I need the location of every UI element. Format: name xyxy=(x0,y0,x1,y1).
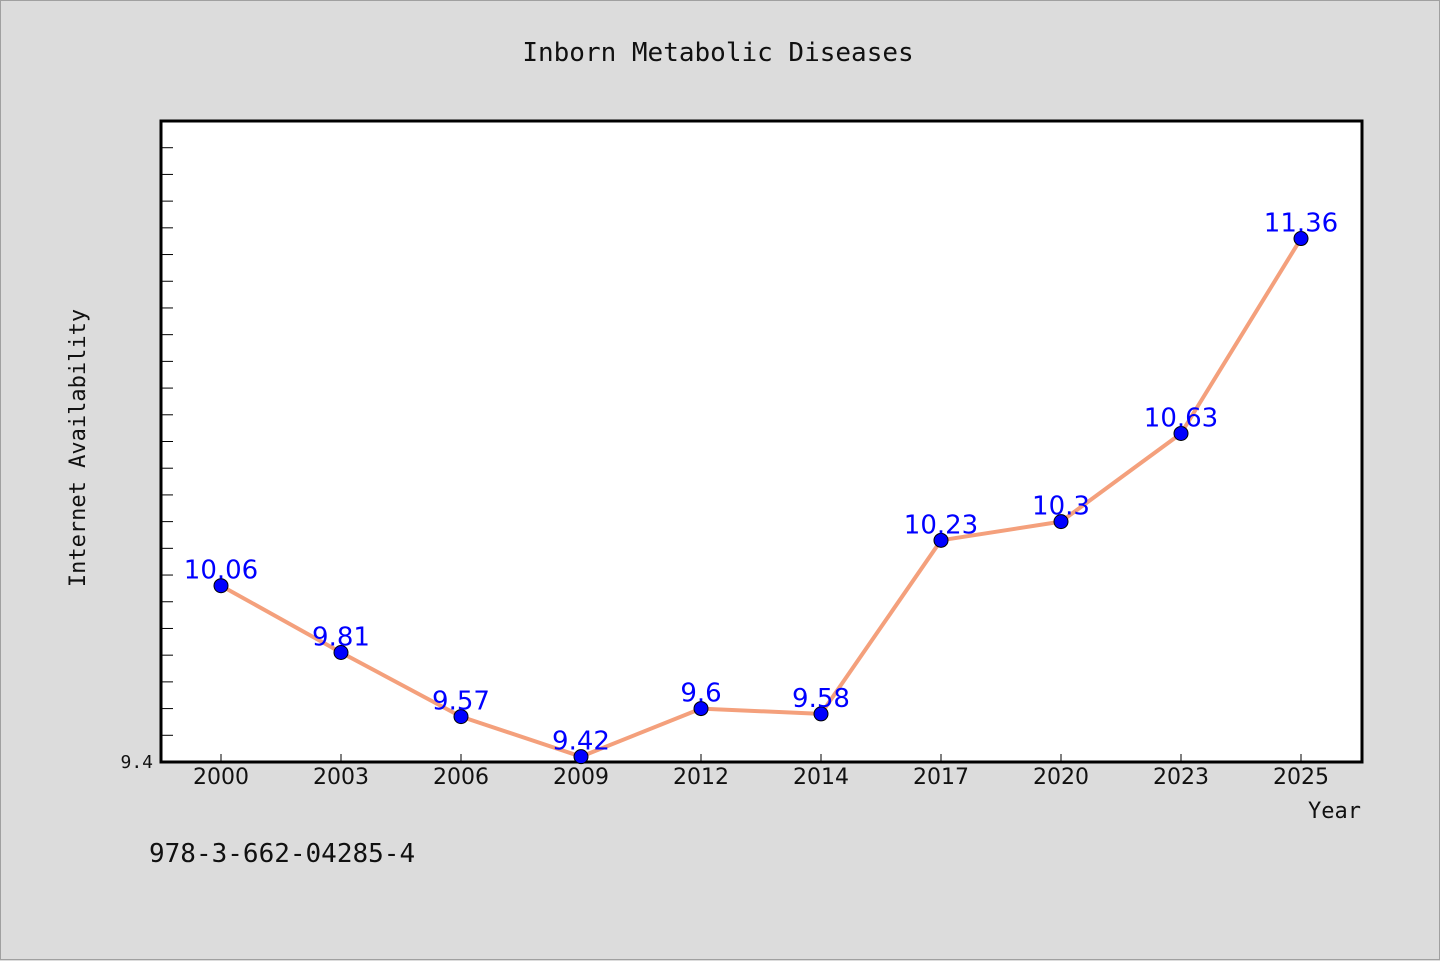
y-axis-label: Internet Availability xyxy=(66,309,91,587)
data-labels: 10.06 9.81 9.57 9.42 9.6 9.58 10.23 10.3 10.63 11… xyxy=(184,209,1338,757)
data-point xyxy=(813,706,829,722)
data-point xyxy=(453,709,469,725)
x-tick-label: 2017 xyxy=(913,765,969,790)
data-point xyxy=(1293,231,1309,247)
data-label: 10.3 xyxy=(1032,492,1090,522)
data-point xyxy=(933,532,949,548)
data-point xyxy=(1053,514,1069,530)
data-label: 10.06 xyxy=(184,556,258,586)
x-tick-label: 2009 xyxy=(553,765,609,790)
data-label: 10.23 xyxy=(904,510,978,540)
x-tick-label: 2003 xyxy=(313,765,369,790)
chart-title: Inborn Metabolic Diseases xyxy=(522,38,913,68)
x-tick-label: 2020 xyxy=(1033,765,1089,790)
data-point xyxy=(1173,425,1189,441)
plot-area xyxy=(159,119,1364,764)
x-axis-ticks: 2000 2003 2006 2009 2012 2014 2017 2020 2023 2025 xyxy=(193,754,1329,790)
data-label: 9.58 xyxy=(792,684,850,714)
data-point xyxy=(693,701,709,717)
data-label: 9.81 xyxy=(312,622,370,652)
x-tick-label: 2023 xyxy=(1153,765,1209,790)
x-tick-label: 2025 xyxy=(1273,765,1329,790)
x-tick-label: 2014 xyxy=(793,765,849,790)
data-point xyxy=(333,644,349,660)
x-axis-label: Year xyxy=(1308,799,1361,824)
y-axis-ticks xyxy=(161,147,173,736)
data-label: 9.42 xyxy=(552,727,610,757)
series-line xyxy=(220,237,1303,759)
data-label: 10.63 xyxy=(1144,403,1218,433)
data-label: 11.36 xyxy=(1264,209,1338,239)
y-tick-label: 9.4 xyxy=(120,752,153,773)
isbn-label: 978-3-662-04285-4 xyxy=(149,839,415,869)
x-tick-label: 2000 xyxy=(193,765,249,790)
data-point xyxy=(573,749,589,765)
data-label: 9.57 xyxy=(432,687,490,717)
x-tick-label: 2006 xyxy=(433,765,489,790)
series-line-group xyxy=(220,237,1303,759)
data-point xyxy=(213,578,229,594)
data-label: 9.6 xyxy=(680,679,721,709)
series-markers xyxy=(213,231,1309,765)
x-tick-label: 2012 xyxy=(673,765,729,790)
